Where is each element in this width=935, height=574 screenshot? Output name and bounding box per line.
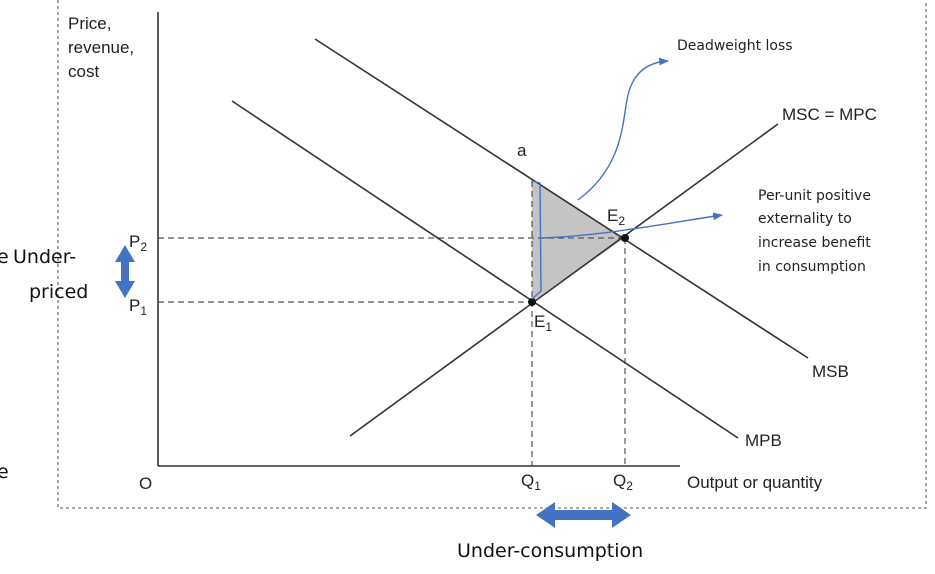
point-a-label: a: [517, 141, 527, 160]
deadweight-loss-note: Deadweight loss: [677, 38, 793, 54]
y-label-line-3: cost: [68, 62, 99, 81]
p1-label: P1: [129, 296, 147, 318]
externality-pointer: [540, 212, 723, 239]
q1-label: Q1: [521, 471, 541, 493]
p2-label: P2: [129, 232, 147, 254]
underpriced-line-1: Under-: [13, 246, 76, 268]
e2-point: [621, 234, 629, 242]
y-label-line-2: revenue,: [68, 38, 134, 57]
origin-label: O: [139, 474, 152, 493]
externality-line-1: Per-unit positive: [758, 188, 871, 204]
e1-point: [528, 298, 536, 306]
underpriced-line-2: priced: [29, 281, 88, 303]
e1-label: E1: [534, 312, 552, 334]
mpb-label: MPB: [745, 431, 782, 450]
q2-label: Q2: [613, 471, 633, 493]
y-label-line-1: Price,: [68, 14, 111, 33]
frame-border: [57, 0, 927, 509]
x-axis-label: Output or quantity: [687, 473, 823, 492]
underpriced-label: Under- priced: [13, 246, 88, 303]
underconsumption-label: Under-consumption: [457, 540, 643, 562]
msc-curve: [349, 123, 779, 437]
e2-label: E2: [607, 206, 625, 228]
underpriced-left-fragment: e: [0, 246, 9, 268]
externality-line-4: in consumption: [758, 259, 866, 275]
underconsumption-double-arrow: [536, 502, 631, 528]
y-axis-label: Price, revenue, cost: [68, 14, 139, 81]
externality-line-2: externality to: [758, 211, 852, 227]
externality-note: Per-unit positive externality to increas…: [758, 188, 875, 275]
msc-label: MSC = MPC: [782, 105, 877, 124]
mpb-curve: [231, 100, 739, 439]
msb-label: MSB: [812, 362, 849, 381]
bottom-left-fragment: e: [0, 461, 9, 483]
externality-bracket: [531, 180, 542, 300]
deadweight-loss-area: [532, 181, 625, 302]
underpriced-double-arrow: [115, 245, 135, 298]
deadweight-loss-pointer: [577, 57, 669, 201]
msb-curve: [314, 38, 809, 359]
externality-line-3: increase benefit: [758, 235, 871, 251]
